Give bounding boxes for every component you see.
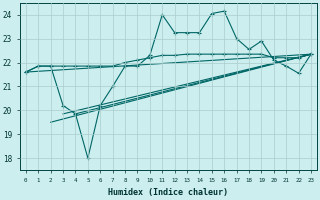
X-axis label: Humidex (Indice chaleur): Humidex (Indice chaleur)	[108, 188, 228, 197]
